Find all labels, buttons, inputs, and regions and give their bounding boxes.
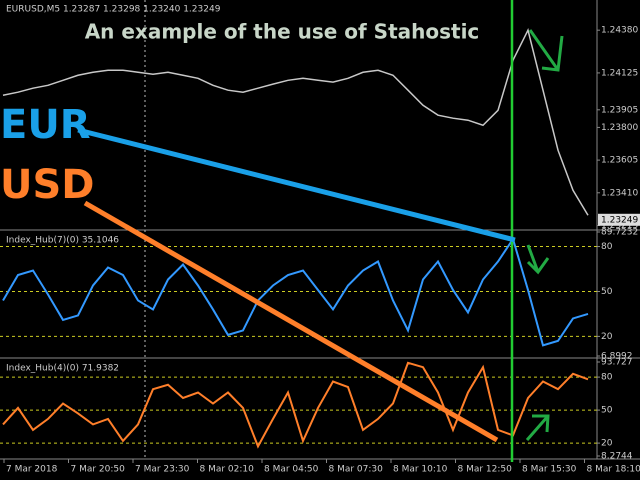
y-tick-label: 1.23605	[601, 156, 638, 166]
series-line	[2, 28, 589, 216]
y-tick-label: 1.23905	[601, 105, 638, 115]
header: EURUSD,M5 1.23287 1.23298 1.23240 1.2324…	[6, 5, 221, 15]
y-tick-label: 50	[601, 287, 613, 297]
arrow	[526, 244, 550, 275]
y-tick-label: 1.24125	[601, 68, 638, 78]
time-label: 7 Mar 20:50	[71, 465, 126, 475]
panel-legend: Index_Hub(7)(0) 35.1046	[6, 236, 119, 246]
series-line	[2, 236, 589, 347]
time-label: 8 Mar 07:30	[329, 465, 384, 475]
eur-pointer	[77, 127, 516, 243]
time-label: 8 Mar 15:30	[522, 465, 577, 475]
y-tick-label: 20	[601, 332, 613, 342]
series-line	[2, 361, 589, 449]
usd-pointer	[83, 200, 499, 443]
time-label: 8 Mar 04:50	[264, 465, 319, 475]
time-label: 8 Mar 10:10	[393, 465, 448, 475]
last-price-label: 1.23249	[601, 215, 638, 225]
y-tick-label: 1.24380	[601, 26, 638, 36]
last-price-box	[598, 213, 640, 226]
time-label: 7 Mar 23:30	[135, 465, 190, 475]
y-tick-label: 20	[601, 439, 613, 449]
y-tick-label: 1.23410	[601, 188, 638, 198]
y-tick-label: 1.23215	[601, 221, 638, 231]
y-tick-label: 8.2744	[601, 452, 633, 462]
y-tick-label: 6.8992	[601, 352, 633, 362]
y-tick-label: 80	[601, 242, 613, 252]
y-tick-label: 93.727	[601, 358, 633, 368]
arrows	[525, 29, 564, 441]
panel-legend: Index_Hub(4)(0) 71.9382	[6, 364, 119, 374]
plots	[0, 28, 597, 449]
arrow	[525, 414, 550, 441]
time-label: 8 Mar 18:10	[587, 465, 640, 475]
eur-label: EUR	[0, 102, 91, 148]
frame	[0, 0, 640, 460]
y-tick-label: 80	[601, 373, 613, 383]
time-label: 8 Mar 12:50	[458, 465, 513, 475]
title: An example of the use of Stahostic	[85, 20, 480, 44]
y-tick-label: 50	[601, 406, 613, 416]
time-label: 8 Mar 02:10	[200, 465, 255, 475]
y-tick-label: 1.23800	[601, 123, 638, 133]
arrow	[528, 29, 564, 72]
y-tick-label: 89.7232	[601, 228, 638, 238]
time-label: 7 Mar 2018	[6, 465, 58, 475]
usd-label: USD	[0, 162, 95, 208]
